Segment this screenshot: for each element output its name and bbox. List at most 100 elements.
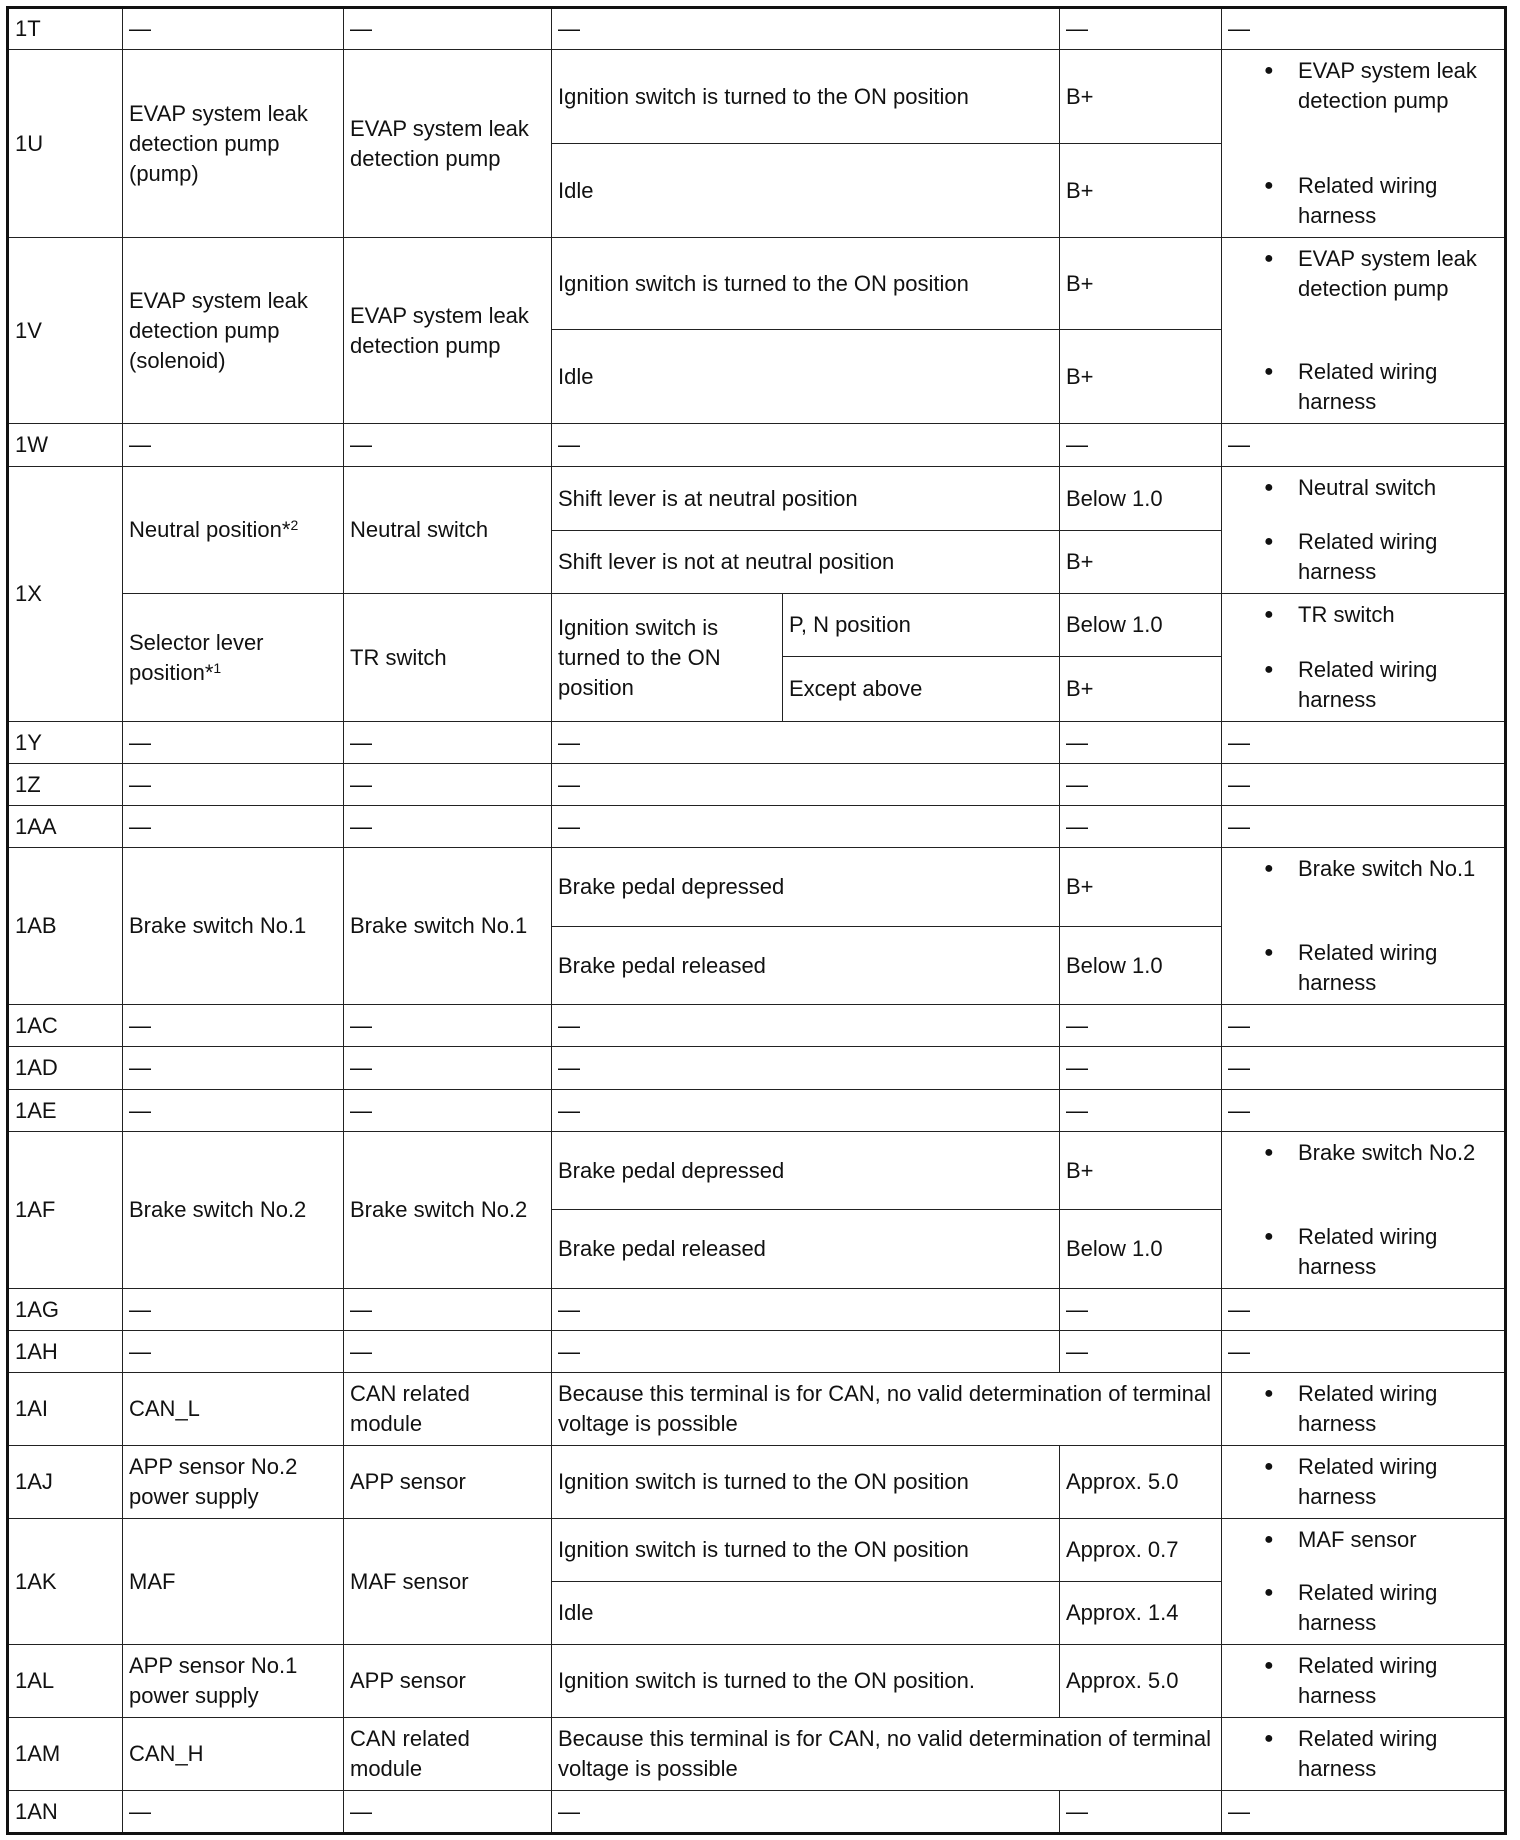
check-items-dash: —	[1221, 1288, 1506, 1331]
terminal-id: 1AA	[7, 805, 123, 848]
table-row: Idle B+	[8, 143, 1506, 238]
check-item-text: EVAP system leak detection pump	[1298, 246, 1477, 301]
condition: Idle	[551, 143, 1060, 238]
condition: Brake pedal depressed	[551, 1131, 1060, 1210]
table-row: 1AI CAN_L CAN related module Because this t…	[7, 1372, 1506, 1446]
terminal-description: Brake switch No.1	[122, 847, 344, 1005]
terminal-id: 1Z	[7, 763, 123, 806]
bullet-icon: ●	[1264, 606, 1274, 623]
bullet-icon: ●	[1264, 1458, 1274, 1475]
table-row: Selector lever position*1 TR switch Igniti…	[8, 593, 1506, 722]
voltage-value: Approx. 0.7	[1059, 1518, 1222, 1582]
component-dash: —	[343, 423, 552, 467]
voltage-value: Approx. 5.0	[1059, 1644, 1222, 1718]
description-dash: —	[122, 1004, 344, 1047]
component: Brake switch No.2	[343, 1131, 552, 1289]
terminal-description: Selector lever position*1	[122, 593, 344, 722]
table-row: 1AH — — — — —	[7, 1330, 1506, 1373]
terminal-id: 1AI	[7, 1372, 123, 1446]
voltage-value: B+	[1059, 143, 1222, 238]
description-text: EVAP system leak detection pump (solenoi…	[129, 287, 308, 373]
terminal-id: 1AB	[7, 847, 123, 1005]
check-items: ● Brake switch No.2 ● Related wiring harnes…	[1221, 1131, 1506, 1289]
value-dash: —	[1059, 1288, 1222, 1331]
table-row: 1W — — — — —	[7, 423, 1506, 467]
check-items-dash: —	[1221, 805, 1506, 848]
description-text: Selector lever position*	[129, 629, 264, 685]
condition-dash: —	[551, 721, 1060, 764]
description-text: APP sensor No.2 power supply	[129, 1454, 298, 1509]
bullet-icon: ●	[1264, 1531, 1274, 1548]
table-row: 1U EVAP system leak detection pump (pump)…	[7, 49, 1506, 238]
terminal-id: 1T	[7, 7, 123, 50]
terminal-description: CAN_L	[122, 1372, 344, 1446]
table-row: 1AJ APP sensor No.2 power supply APP senso…	[7, 1445, 1506, 1519]
description-text: Brake switch No.2	[129, 1197, 307, 1222]
bullet-icon: ●	[1264, 479, 1274, 496]
condition: Brake pedal depressed	[551, 847, 1060, 927]
description-text: APP sensor No.1 power supply	[129, 1653, 298, 1708]
component: Brake switch No.1	[343, 847, 552, 1005]
terminal-id: 1AJ	[7, 1445, 123, 1519]
component: APP sensor	[343, 1445, 552, 1519]
table-row: 1AE — — — — —	[7, 1089, 1506, 1132]
component-dash: —	[343, 805, 552, 848]
table-row: 1AA — — — — —	[7, 805, 1506, 848]
table-row: 1Y — — — — —	[7, 721, 1506, 764]
check-item-text: MAF sensor	[1298, 1527, 1417, 1552]
sub-condition: Except above	[782, 656, 1060, 722]
condition-dash: —	[551, 763, 1060, 806]
value-dash: —	[1059, 7, 1222, 50]
voltage-value: B+	[1059, 847, 1222, 927]
description-text: Brake switch No.1	[129, 913, 307, 938]
terminal-id: 1AH	[7, 1330, 123, 1373]
voltage-value: Below 1.0	[1059, 466, 1222, 531]
condition: Ignition switch is turned to the ON posi…	[551, 1644, 1060, 1718]
voltage-value: B+	[1059, 530, 1222, 594]
terminal-description: APP sensor No.1 power supply	[122, 1644, 344, 1718]
check-item-text: Brake switch No.1	[1298, 856, 1476, 881]
check-item: ● Brake switch No.1	[1223, 854, 1505, 884]
check-items-dash: —	[1221, 7, 1506, 50]
table-row: 1AL APP sensor No.1 power supply APP senso…	[7, 1644, 1506, 1718]
voltage-value: B+	[1059, 329, 1222, 424]
bullet-icon: ●	[1264, 533, 1274, 550]
description-dash: —	[122, 721, 344, 764]
footnote-marker: 1	[213, 659, 222, 676]
terminal-id: 1AE	[7, 1089, 123, 1132]
table-row: 1AN — — — — —	[7, 1790, 1506, 1834]
terminal-description: Brake switch No.2	[122, 1131, 344, 1289]
component-dash: —	[343, 1330, 552, 1373]
description-dash: —	[122, 805, 344, 848]
check-items: ● MAF sensor ● Related wiring harness	[1221, 1518, 1506, 1645]
component-dash: —	[343, 1004, 552, 1047]
condition: Shift lever is at neutral position	[551, 466, 1060, 531]
voltage-value: Below 1.0	[1059, 593, 1222, 657]
terminal-id: 1AL	[7, 1644, 123, 1718]
component-dash: —	[343, 1046, 552, 1090]
check-item: ● Related wiring harness	[1223, 1651, 1505, 1711]
table-row: Idle Approx. 1.4	[8, 1581, 1506, 1645]
terminal-id: 1X	[7, 466, 123, 722]
description-dash: —	[122, 1089, 344, 1132]
description-text: CAN_L	[129, 1396, 200, 1421]
terminal-voltage-table: 1T — — — — —1U EVAP system leak detection pump…	[6, 6, 1507, 1835]
condition-dash: —	[551, 1288, 1060, 1331]
sub-condition: P, N position	[782, 593, 1060, 657]
description-dash: —	[122, 1288, 344, 1331]
table-row: Brake pedal released Below 1.0	[8, 926, 1506, 1005]
bullet-icon: ●	[1264, 944, 1274, 961]
description-dash: —	[122, 1330, 344, 1373]
bullet-icon: ●	[1264, 860, 1274, 877]
value-dash: —	[1059, 805, 1222, 848]
terminal-id: 1U	[7, 49, 123, 238]
check-item-text: Neutral switch	[1298, 475, 1437, 500]
terminal-id: 1Y	[7, 721, 123, 764]
component: CAN related module	[343, 1372, 552, 1446]
check-items: ● EVAP system leak detection pump ● Related…	[1221, 237, 1506, 424]
check-item: ● Related wiring harness	[1223, 171, 1505, 231]
condition-dash: —	[551, 423, 1060, 467]
condition-dash: —	[551, 1330, 1060, 1373]
check-items-dash: —	[1221, 423, 1506, 467]
value-dash: —	[1059, 763, 1222, 806]
